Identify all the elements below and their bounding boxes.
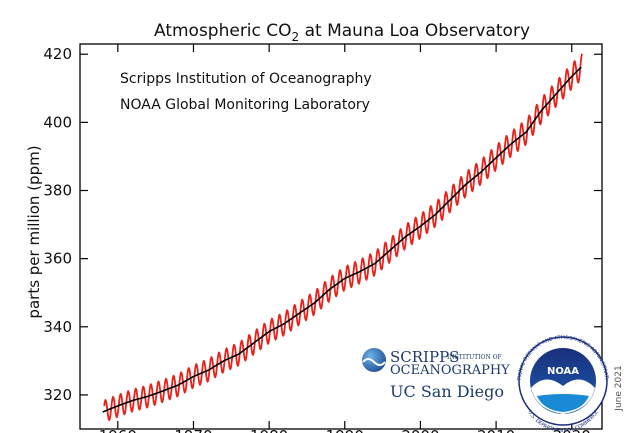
noaa-logo: NATIONAL OCEANIC AND ATMOSPHERIC ADMINIS… <box>0 0 609 433</box>
series-layer <box>102 53 583 422</box>
y-tick-label: 420 <box>43 45 72 63</box>
x-axis-ticks: 1960 1970 1980 1990 2000 2010 2020 <box>99 44 591 433</box>
y-tick-label: 320 <box>43 386 72 404</box>
scripps-subtitle: INSTITUTION OF <box>447 354 502 361</box>
y-tick-label: 340 <box>43 318 72 336</box>
x-tick-label: 2020 <box>553 427 591 433</box>
trend-co2-line <box>102 66 582 413</box>
scripps-logo: SCRIPPS INSTITUTION OF OCEANOGRAPHY <box>362 348 510 378</box>
date-note: June 2021 <box>614 365 624 411</box>
x-tick-label: 2010 <box>477 427 515 433</box>
ucsd-logo: UC San Diego <box>390 382 504 401</box>
x-tick-label: 1990 <box>326 427 364 433</box>
monthly-co2-line <box>103 53 583 422</box>
x-tick-label: 1980 <box>250 427 288 433</box>
x-tick-label: 1960 <box>99 427 137 433</box>
y-tick-label: 400 <box>43 113 72 131</box>
noaa-ring-text-top: NATIONAL OCEANIC AND ATMOSPHERIC ADMINIS… <box>0 0 609 382</box>
scripps-wave-icon <box>362 358 386 366</box>
scripps-globe-icon <box>362 348 386 372</box>
annotation-noaa: NOAA Global Monitoring Laboratory <box>120 97 370 113</box>
y-tick-label: 360 <box>43 250 72 268</box>
noaa-wordmark: NOAA <box>547 366 579 377</box>
scripps-oceanography: OCEANOGRAPHY <box>390 363 510 378</box>
chart-title: Atmospheric CO2 at Mauna Loa Observatory <box>154 21 530 44</box>
y-tick-label: 380 <box>43 182 72 200</box>
y-axis-ticks: 320 340 360 380 400 420 <box>43 45 602 404</box>
y-axis-label: parts per million (ppm) <box>25 145 43 318</box>
x-tick-label: 1970 <box>174 427 212 433</box>
annotation-scripps: Scripps Institution of Oceanography <box>120 71 372 87</box>
plot-frame <box>79 43 603 430</box>
x-tick-label: 2000 <box>401 427 439 433</box>
scripps-name: SCRIPPS <box>390 348 459 366</box>
